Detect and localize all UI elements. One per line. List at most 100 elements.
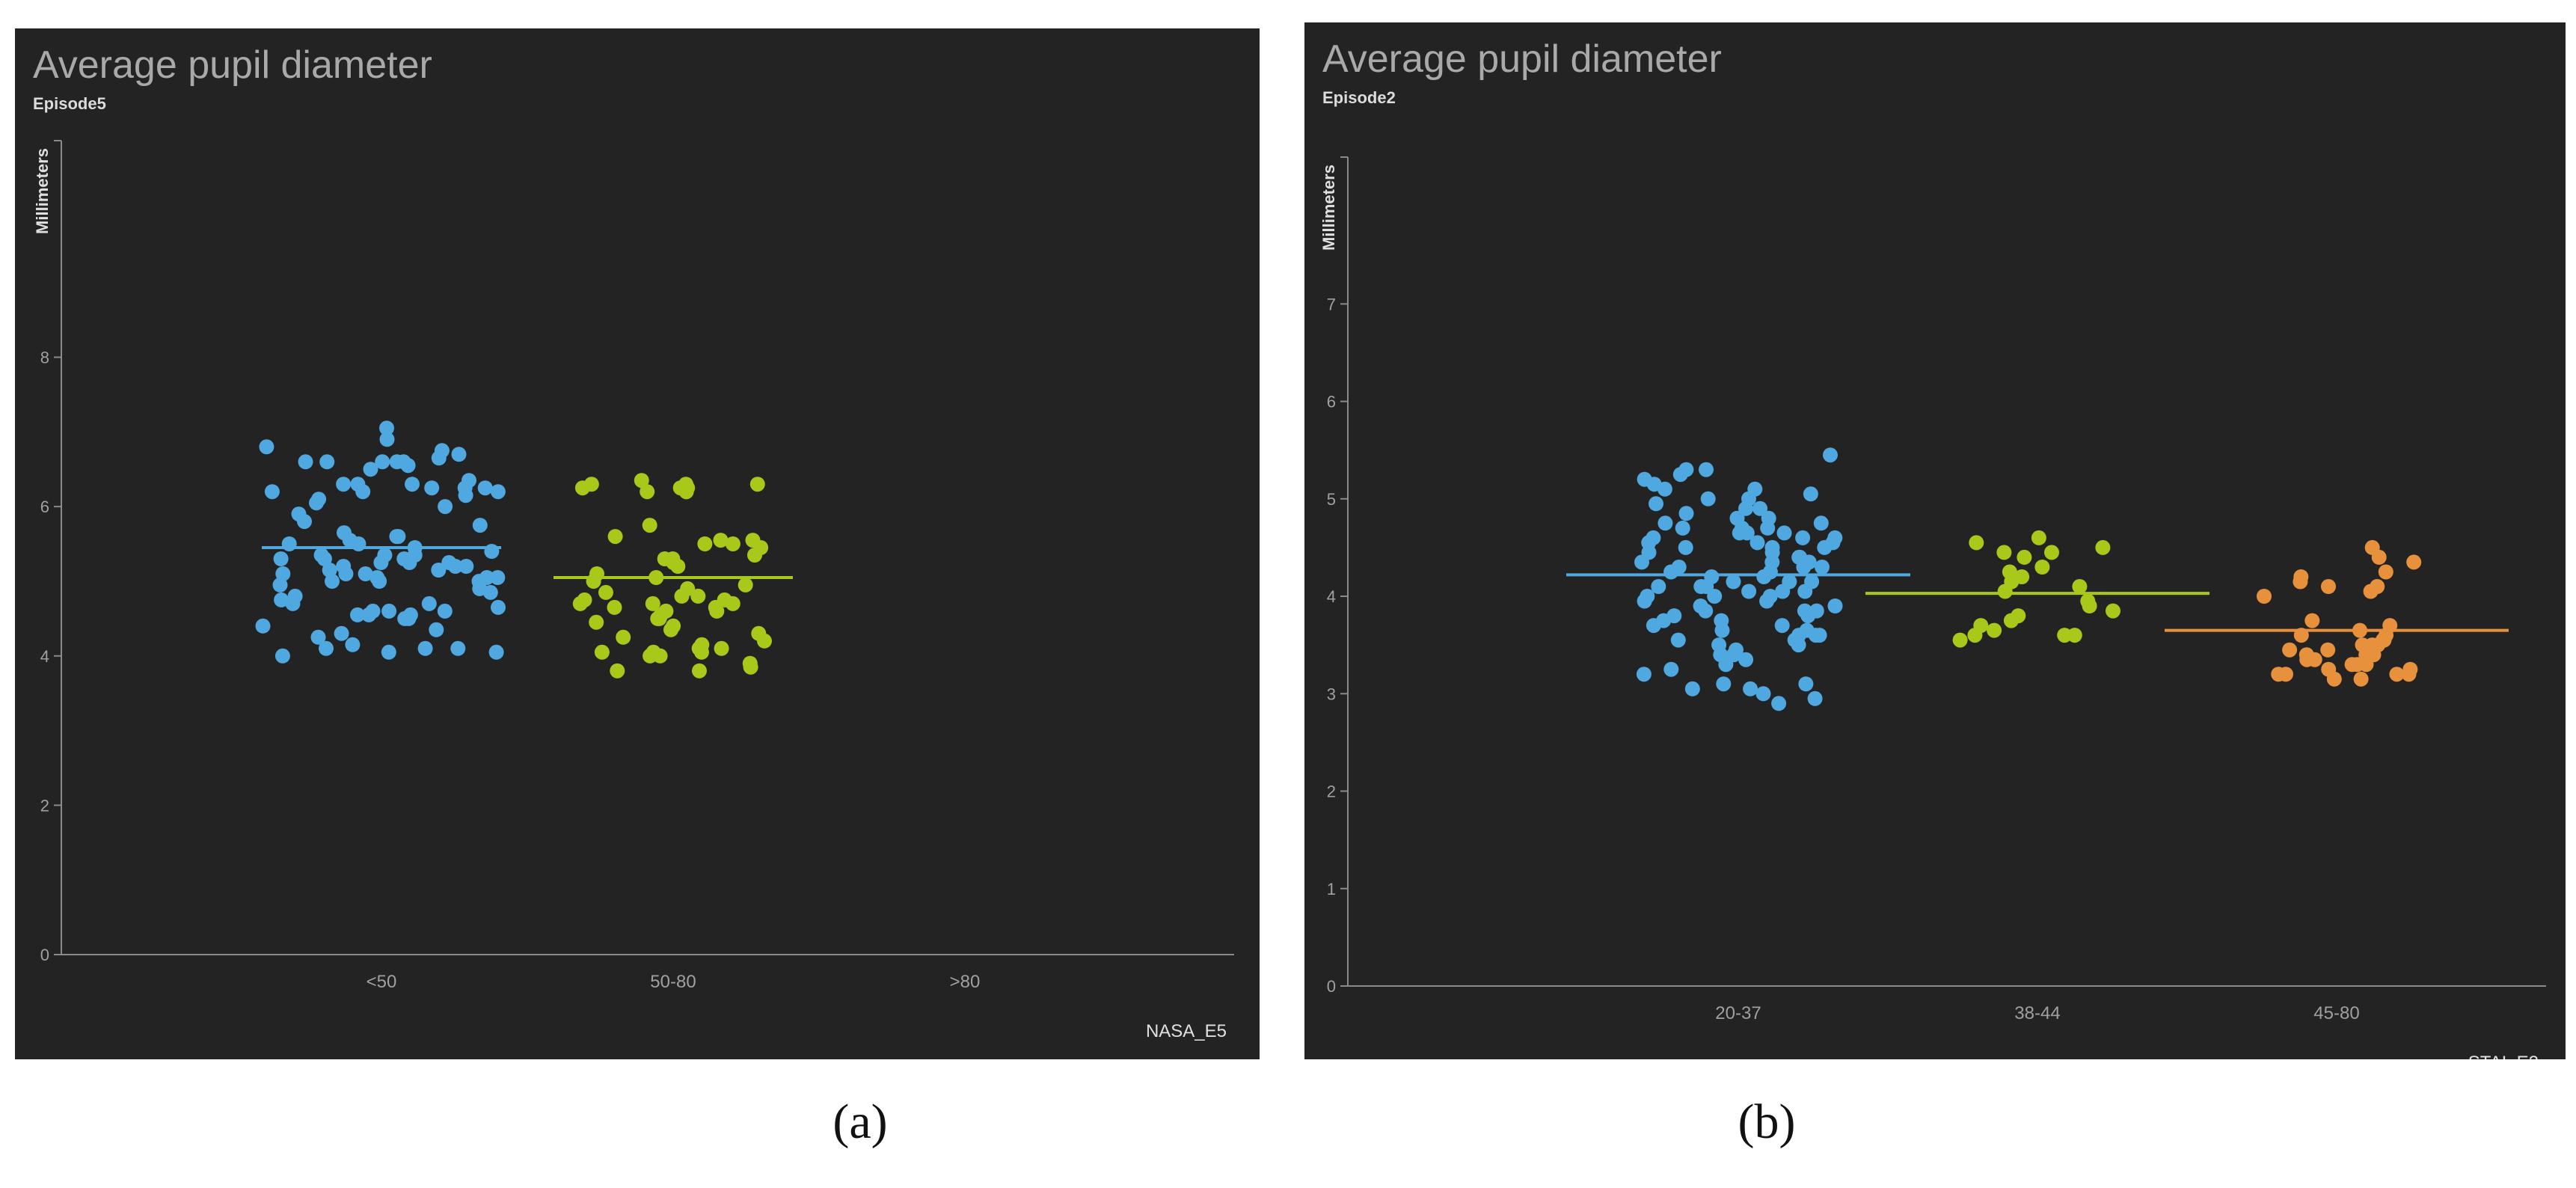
x-axis-label: NASA_E5 xyxy=(1146,1021,1227,1041)
data-point xyxy=(1764,554,1780,570)
data-point xyxy=(2349,657,2365,673)
y-tick-label: 6 xyxy=(1327,393,1336,411)
data-point xyxy=(607,529,623,545)
data-point xyxy=(390,529,406,545)
data-point xyxy=(598,584,613,600)
data-point xyxy=(650,610,666,626)
data-point xyxy=(429,622,444,637)
data-point xyxy=(405,477,420,492)
data-point xyxy=(375,454,390,470)
data-point xyxy=(2278,667,2293,682)
data-point xyxy=(459,559,474,574)
data-point xyxy=(1803,486,1818,502)
data-point xyxy=(1670,632,1686,648)
data-point xyxy=(1636,667,1652,682)
data-point xyxy=(1774,618,1790,634)
data-point xyxy=(1759,593,1775,609)
data-point xyxy=(594,644,610,660)
data-point xyxy=(2378,564,2393,580)
data-point xyxy=(1764,539,1780,555)
y-tick-label: 0 xyxy=(40,946,49,964)
x-tick-label: <50 xyxy=(367,972,397,992)
x-tick-label: 20-37 xyxy=(1715,1003,1761,1023)
data-point xyxy=(1797,603,1812,619)
data-point xyxy=(2321,579,2336,594)
data-point xyxy=(1795,530,1811,545)
data-point xyxy=(2371,549,2387,565)
data-point xyxy=(2257,589,2272,604)
chart-panel-a: Average pupil diameter Episode5 Millimeter… xyxy=(15,28,1260,1059)
data-point xyxy=(1726,574,1741,590)
chart-subtitle: Episode5 xyxy=(33,94,106,113)
data-point xyxy=(1678,506,1694,521)
y-tick-label: 6 xyxy=(40,497,49,516)
data-point xyxy=(1797,584,1813,599)
data-point xyxy=(747,548,762,563)
data-point xyxy=(1741,584,1757,599)
data-point xyxy=(1678,462,1694,477)
data-point xyxy=(1791,549,1807,565)
data-point xyxy=(665,551,681,566)
data-point xyxy=(1678,539,1693,555)
data-point xyxy=(1684,681,1700,696)
data-point xyxy=(1693,598,1708,613)
data-point xyxy=(1807,691,1823,706)
data-point xyxy=(642,518,657,533)
data-point xyxy=(1707,589,1723,604)
data-point xyxy=(488,644,504,660)
data-point xyxy=(472,518,488,533)
data-point xyxy=(437,603,453,619)
data-point xyxy=(610,663,625,679)
data-point xyxy=(285,595,301,611)
data-point xyxy=(1815,560,1830,575)
data-point xyxy=(363,462,378,477)
y-tick-label: 4 xyxy=(1327,587,1336,606)
y-tick-label: 8 xyxy=(40,349,49,367)
data-point xyxy=(1817,539,1833,555)
data-point xyxy=(1735,520,1749,536)
data-point xyxy=(708,599,723,615)
y-tick-label: 1 xyxy=(1327,880,1336,898)
data-point xyxy=(2095,539,2111,555)
data-point xyxy=(451,447,467,462)
data-point xyxy=(1749,535,1765,551)
chart-title: Average pupil diameter xyxy=(1322,37,1722,81)
data-point xyxy=(2363,584,2379,599)
data-point xyxy=(1952,632,1968,648)
data-point xyxy=(1997,584,2013,599)
data-point xyxy=(2034,560,2050,575)
caption-a: (a) xyxy=(832,1094,888,1149)
data-point xyxy=(345,637,361,652)
data-point xyxy=(1656,613,1672,628)
data-point xyxy=(377,548,393,563)
y-tick-label: 7 xyxy=(1327,295,1336,313)
data-point xyxy=(725,536,740,551)
data-point xyxy=(379,432,395,447)
data-point xyxy=(2401,667,2417,682)
data-point xyxy=(1756,569,1772,584)
data-point xyxy=(1776,525,1792,541)
data-point xyxy=(1813,515,1829,531)
data-point xyxy=(1641,535,1657,551)
data-point xyxy=(1716,676,1732,692)
data-point xyxy=(1675,520,1690,536)
data-point xyxy=(309,495,324,511)
data-point xyxy=(482,584,498,600)
data-point xyxy=(1738,652,1754,667)
x-tick-label: 38-44 xyxy=(2014,1003,2060,1023)
data-point xyxy=(461,473,476,489)
data-point xyxy=(1657,481,1672,497)
y-tick-label: 0 xyxy=(1327,977,1336,996)
data-point xyxy=(1775,584,1791,599)
data-point xyxy=(2044,545,2059,560)
y-tick-label: 2 xyxy=(40,796,49,815)
data-point xyxy=(2003,613,2019,628)
data-point xyxy=(694,644,709,660)
data-point xyxy=(1987,622,2002,638)
data-point xyxy=(450,640,466,656)
data-point xyxy=(1738,500,1753,516)
data-point xyxy=(725,595,740,611)
chart-panel-b: Average pupil diameter Episode2 Millimeter… xyxy=(1304,22,2566,1059)
data-point xyxy=(1657,515,1673,531)
data-point xyxy=(1651,579,1666,594)
